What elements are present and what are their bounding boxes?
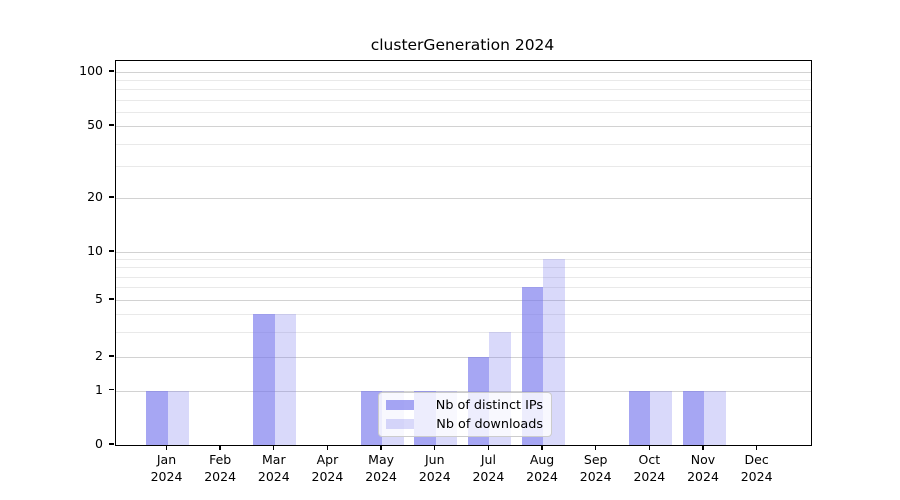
y-minor-gridline bbox=[116, 313, 811, 315]
legend: Nb of distinct IPs Nb of downloads bbox=[378, 392, 552, 437]
y-minor-gridline bbox=[116, 99, 811, 101]
bar-downloads-oct bbox=[650, 390, 672, 445]
y-tick-mark bbox=[108, 388, 114, 391]
bar-distinct-ips-nov bbox=[682, 390, 704, 445]
x-tick-label-feb: Feb 2024 bbox=[204, 452, 237, 484]
y-minor-gridline bbox=[116, 89, 811, 91]
x-tick-mark bbox=[380, 445, 382, 451]
y-tick-mark bbox=[108, 355, 114, 357]
x-tick-label-dec: Dec 2024 bbox=[740, 452, 773, 484]
y-tick-mark bbox=[108, 298, 114, 300]
y-tick-mark bbox=[108, 250, 114, 252]
bar-distinct-ips-may bbox=[360, 390, 383, 445]
x-tick-mark bbox=[755, 445, 758, 451]
y-major-gridline bbox=[116, 390, 811, 392]
y-minor-gridline bbox=[116, 80, 811, 82]
y-minor-gridline bbox=[116, 166, 811, 168]
x-tick-label-mar: Mar 2024 bbox=[257, 452, 290, 484]
y-minor-gridline bbox=[116, 276, 811, 278]
y-major-gridline bbox=[116, 357, 811, 358]
x-tick-label-nov: Nov 2024 bbox=[687, 452, 719, 484]
x-tick-label-oct: Oct 2024 bbox=[633, 452, 666, 484]
bar-downloads-jan bbox=[167, 390, 189, 445]
y-tick-label: 50 bbox=[87, 117, 103, 132]
bar-distinct-ips-jan bbox=[146, 390, 168, 445]
x-tick-label-sep: Sep 2024 bbox=[579, 452, 612, 484]
bar-downloads-mar bbox=[274, 313, 297, 445]
y-tick-label: 2 bbox=[95, 348, 103, 363]
legend-label: Nb of downloads bbox=[436, 416, 543, 432]
bar-distinct-ips-oct bbox=[628, 390, 651, 445]
x-tick-mark bbox=[326, 445, 329, 451]
y-minor-gridline bbox=[116, 287, 811, 289]
x-tick-label-jan: Jan 2024 bbox=[150, 452, 183, 484]
x-tick-label-apr: Apr 2024 bbox=[311, 452, 344, 484]
x-tick-mark bbox=[702, 445, 704, 451]
x-tick-mark bbox=[434, 445, 436, 451]
y-major-gridline bbox=[116, 126, 811, 127]
y-minor-gridline bbox=[116, 143, 811, 145]
legend-swatch-distinct-ips bbox=[386, 400, 414, 410]
x-tick-mark bbox=[487, 445, 490, 451]
y-tick-label: 5 bbox=[95, 291, 103, 306]
y-tick-label: 10 bbox=[87, 243, 103, 258]
x-tick-mark bbox=[165, 445, 168, 451]
y-tick-mark bbox=[108, 70, 114, 72]
y-tick-label: 100 bbox=[79, 63, 103, 78]
x-tick-label-jun: Jun 2024 bbox=[418, 452, 451, 484]
y-minor-gridline bbox=[116, 111, 811, 113]
x-tick-label-may: May 2024 bbox=[365, 452, 397, 484]
y-tick-label: 20 bbox=[87, 189, 103, 204]
plot-area bbox=[115, 60, 812, 446]
y-major-gridline bbox=[116, 300, 811, 301]
x-tick-mark bbox=[541, 445, 543, 451]
y-tick-mark bbox=[108, 124, 114, 126]
y-minor-gridline bbox=[116, 259, 811, 261]
legend-label: Nb of distinct IPs bbox=[435, 397, 543, 413]
y-major-gridline bbox=[116, 198, 811, 199]
legend-item: Nb of distinct IPs bbox=[386, 397, 543, 413]
y-tick-label: 0 bbox=[95, 436, 103, 451]
y-major-gridline bbox=[116, 252, 811, 253]
x-tick-label-jul: Jul 2024 bbox=[472, 452, 505, 484]
y-tick-mark bbox=[108, 196, 114, 198]
bar-downloads-nov bbox=[704, 390, 726, 445]
bar-distinct-ips-mar bbox=[253, 313, 275, 445]
chart-title: clusterGeneration 2024 bbox=[370, 36, 555, 54]
y-major-gridline bbox=[116, 72, 811, 73]
x-tick-mark bbox=[273, 445, 275, 451]
y-minor-gridline bbox=[116, 331, 811, 333]
x-tick-mark bbox=[219, 445, 221, 451]
x-tick-mark bbox=[595, 445, 597, 451]
legend-item: Nb of downloads bbox=[386, 416, 543, 432]
y-minor-gridline bbox=[116, 267, 811, 269]
legend-swatch-downloads bbox=[386, 419, 414, 429]
y-tick-label: 1 bbox=[95, 381, 103, 397]
y-tick-mark bbox=[108, 443, 114, 445]
x-tick-mark bbox=[648, 445, 651, 451]
x-tick-label-aug: Aug 2024 bbox=[526, 452, 558, 484]
